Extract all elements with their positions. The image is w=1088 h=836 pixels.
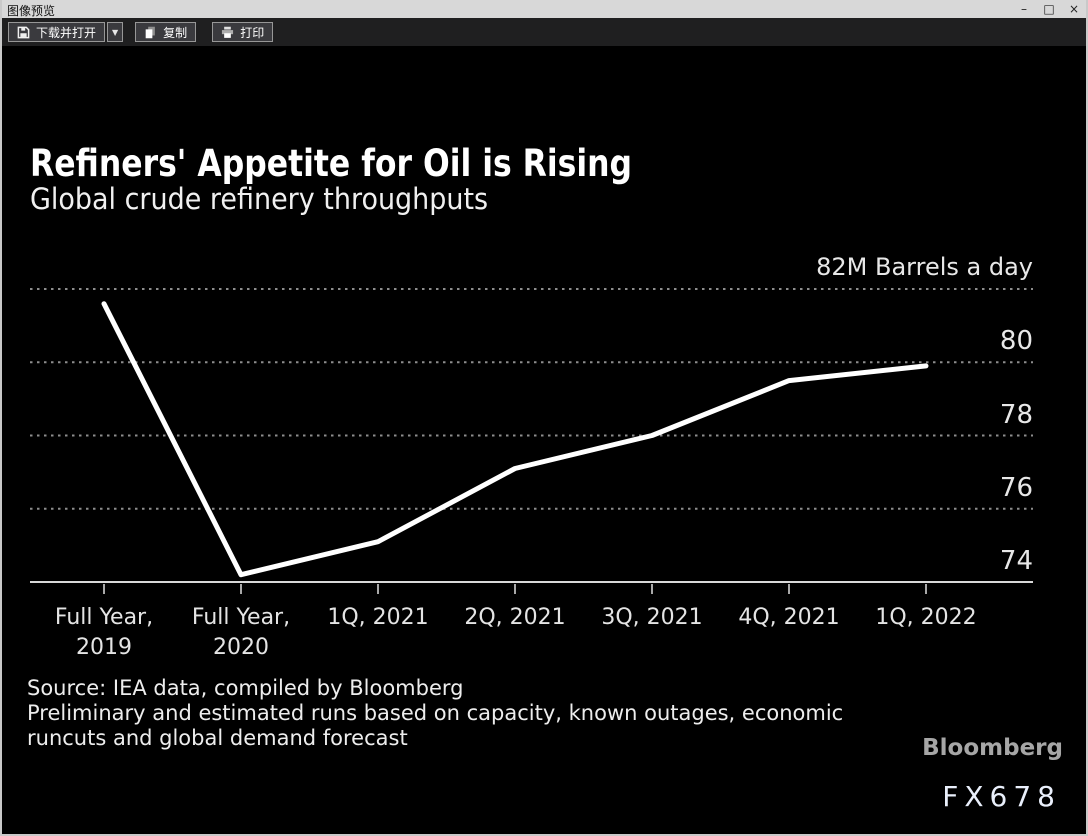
- y-axis-label: 76: [999, 472, 1033, 503]
- download-open-label: 下载并打开: [36, 25, 97, 40]
- y-axis-label: 78: [999, 399, 1033, 430]
- footnote-line-2: runcuts and global demand forecast: [27, 726, 408, 750]
- maximize-button[interactable]: □: [1043, 2, 1055, 16]
- y-axis-label: 74: [999, 546, 1033, 576]
- print-label: 打印: [240, 25, 265, 40]
- bloomberg-logo: Bloomberg: [922, 735, 1063, 761]
- download-open-button[interactable]: 下载并打开: [8, 22, 106, 42]
- x-axis-label: Full Year, 2019: [54, 605, 154, 660]
- footnote-line-1: Preliminary and estimated runs based on …: [27, 701, 844, 725]
- window-title: 图像预览: [7, 4, 56, 18]
- x-axis-label: 3Q, 2021: [601, 605, 703, 630]
- chart-title: Refiners' Appetite for Oil is Rising: [30, 142, 633, 185]
- chart-subtitle: Global crude refinery throughputs: [30, 182, 489, 216]
- print-icon: [221, 26, 234, 39]
- x-axis-label: 4Q, 2021: [738, 605, 840, 630]
- x-axis-label: 2Q, 2021: [464, 605, 566, 630]
- download-dropdown-button[interactable]: ▼: [107, 22, 124, 42]
- y-axis-unit-label: 82M Barrels a day: [816, 253, 1033, 281]
- y-axis-label: 80: [999, 326, 1033, 357]
- fx678-watermark: FX678: [942, 780, 1061, 813]
- titlebar: 图像预览 – □ ×: [0, 0, 1088, 18]
- x-axis-label: 1Q, 2022: [875, 605, 977, 630]
- toolbar: 下载并打开 ▼ 复制 打印: [0, 18, 1088, 46]
- chevron-down-icon: ▼: [112, 27, 119, 37]
- line-chart: [30, 288, 1033, 594]
- copy-button[interactable]: 复制: [135, 22, 197, 42]
- x-axis-label: 1Q, 2021: [327, 605, 429, 630]
- x-axis-label: Full Year, 2020: [191, 605, 291, 660]
- data-line: [101, 301, 929, 578]
- copy-icon: [144, 26, 157, 39]
- close-button[interactable]: ×: [1068, 2, 1080, 16]
- save-icon: [17, 26, 30, 39]
- print-button[interactable]: 打印: [212, 22, 274, 42]
- window-controls: – □ ×: [1018, 1, 1080, 17]
- copy-label: 复制: [163, 25, 188, 40]
- minimize-button[interactable]: –: [1021, 2, 1027, 16]
- source-note: Source: IEA data, compiled by Bloomberg: [27, 676, 464, 700]
